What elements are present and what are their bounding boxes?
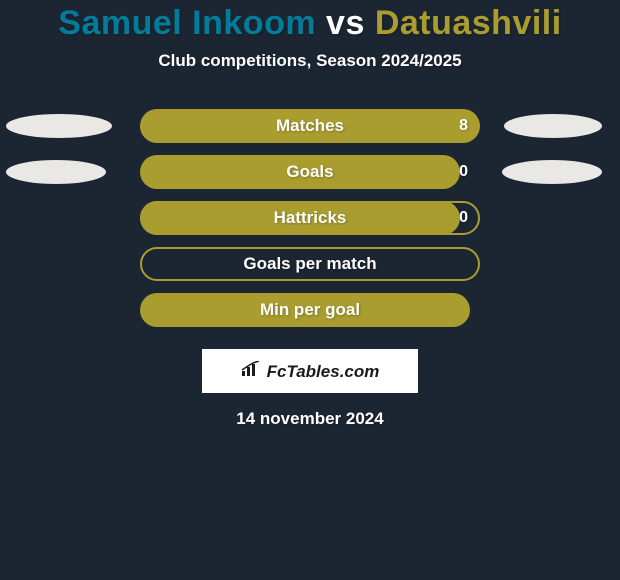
bar-value-right: 0 [459,209,468,227]
title-player2: Datuashvili [375,4,562,42]
avatar-ellipse-left [6,160,106,184]
stat-row-matches: Matches 8 [0,109,620,143]
bar-value-right: 0 [459,163,468,181]
bar-container: Hattricks 0 [140,201,480,235]
bar-container: Goals 0 [140,155,480,189]
stat-row-min-per-goal: Min per goal [0,293,620,327]
logo-inner: FcTables.com [241,361,380,382]
bar-outline [140,247,480,281]
subtitle: Club competitions, Season 2024/2025 [0,51,620,71]
stats-chart: Matches 8 Goals 0 Hattricks 0 [0,109,620,331]
bar-fill [140,109,480,143]
avatar-ellipse-right [504,114,602,138]
bar-value-right: 8 [459,117,468,135]
stat-row-goals: Goals 0 [0,155,620,189]
logo-text: FcTables.com [267,362,380,382]
date: 14 november 2024 [0,409,620,429]
title-vs: vs [326,4,365,42]
bar-container: Matches 8 [140,109,480,143]
bar-container: Goals per match [140,247,480,281]
bar-chart-icon [241,361,261,377]
title-player1: Samuel Inkoom [58,4,316,42]
avatar-ellipse-right [502,160,602,184]
bar-outline [140,201,480,235]
stat-row-goals-per-match: Goals per match [0,247,620,281]
bar-container: Min per goal [140,293,480,327]
fctables-logo: FcTables.com [202,349,418,393]
bar-fill [140,155,460,189]
comparison-infographic: Samuel Inkoom vs Datuashvili Club compet… [0,0,620,580]
stat-row-hattricks: Hattricks 0 [0,201,620,235]
avatar-ellipse-left [6,114,112,138]
page-title: Samuel Inkoom vs Datuashvili [0,4,620,43]
bar-fill [140,293,470,327]
